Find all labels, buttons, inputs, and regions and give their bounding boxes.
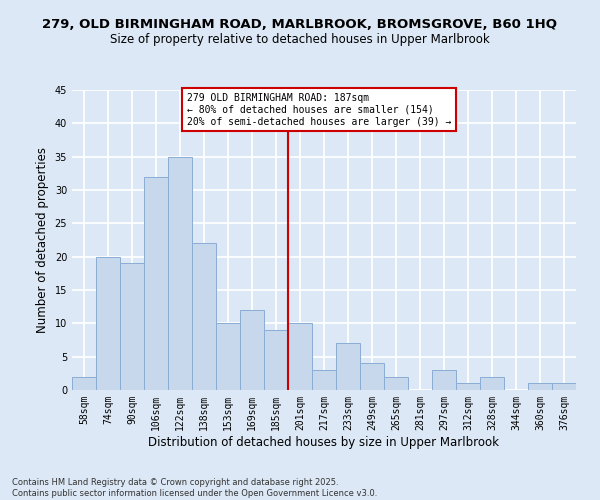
Bar: [120, 264, 144, 390]
Bar: [384, 376, 408, 390]
Bar: [96, 256, 120, 390]
Text: 279 OLD BIRMINGHAM ROAD: 187sqm
← 80% of detached houses are smaller (154)
20% o: 279 OLD BIRMINGHAM ROAD: 187sqm ← 80% of…: [187, 94, 452, 126]
Text: Contains HM Land Registry data © Crown copyright and database right 2025.
Contai: Contains HM Land Registry data © Crown c…: [12, 478, 377, 498]
Bar: [432, 370, 456, 390]
Bar: [288, 324, 312, 390]
Bar: [216, 324, 240, 390]
Bar: [192, 244, 216, 390]
Bar: [240, 310, 264, 390]
Bar: [144, 176, 168, 390]
Bar: [312, 370, 336, 390]
Text: 279, OLD BIRMINGHAM ROAD, MARLBROOK, BROMSGROVE, B60 1HQ: 279, OLD BIRMINGHAM ROAD, MARLBROOK, BRO…: [43, 18, 557, 30]
Bar: [168, 156, 192, 390]
Bar: [360, 364, 384, 390]
Text: Size of property relative to detached houses in Upper Marlbrook: Size of property relative to detached ho…: [110, 32, 490, 46]
X-axis label: Distribution of detached houses by size in Upper Marlbrook: Distribution of detached houses by size …: [149, 436, 499, 448]
Bar: [456, 384, 480, 390]
Bar: [264, 330, 288, 390]
Bar: [528, 384, 552, 390]
Y-axis label: Number of detached properties: Number of detached properties: [36, 147, 49, 333]
Bar: [336, 344, 360, 390]
Bar: [72, 376, 96, 390]
Bar: [480, 376, 504, 390]
Bar: [552, 384, 576, 390]
